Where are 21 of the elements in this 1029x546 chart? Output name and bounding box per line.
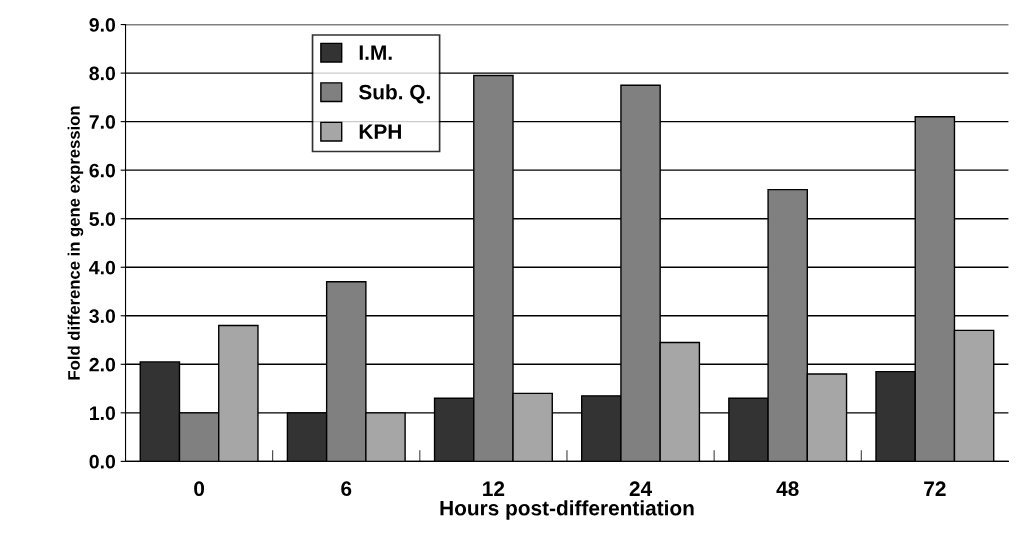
y-tick-label: 1.0 — [90, 406, 116, 421]
y-axis-title: Fold difference in gene expression — [67, 106, 84, 380]
y-tick-label: 9.0 — [89, 18, 116, 32]
x-axis-title: Hours post-differentiation — [440, 500, 694, 520]
x-tick-label: 12 — [483, 481, 505, 496]
x-tick-label: 48 — [776, 481, 799, 497]
y-tick-label: 4.0 — [89, 260, 116, 275]
y-tick-label: 5.0 — [89, 212, 116, 226]
y-tick-label: 2.0 — [89, 357, 116, 372]
y-tick-label: 7.0 — [89, 115, 116, 129]
x-tick-label: 72 — [924, 481, 946, 496]
y-tick-label: 3.0 — [89, 309, 116, 324]
legend-label: Sub. Q. — [358, 84, 430, 104]
x-tick-label: 24 — [629, 481, 653, 496]
y-tick-label: 8.0 — [89, 66, 116, 81]
legend-label: I.M. — [359, 45, 392, 60]
x-tick-label: 6 — [341, 481, 352, 497]
y-tick-label: 6.0 — [89, 163, 116, 178]
legend-label: KPH — [359, 124, 401, 139]
x-tick-label: 0 — [194, 481, 205, 497]
y-tick-label: 0.0 — [89, 454, 116, 469]
